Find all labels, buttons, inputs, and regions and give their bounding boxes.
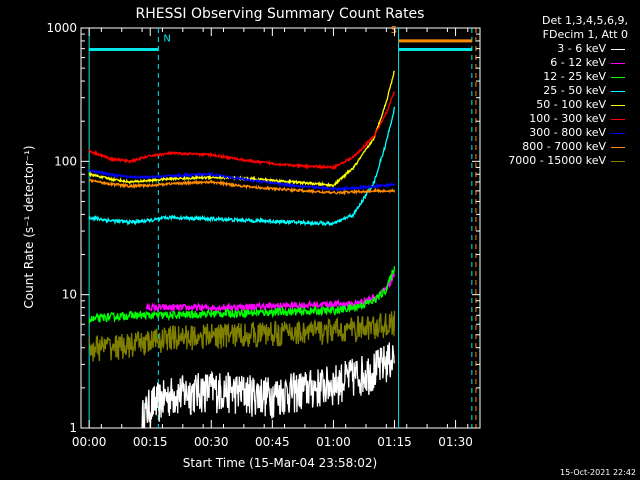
series-line [141, 342, 395, 429]
series-line [145, 270, 395, 314]
legend-header-line-2: FDecim 1, Att 0 [542, 28, 628, 41]
x-tick-label: 00:30 [194, 435, 229, 449]
plot-border [80, 27, 481, 429]
flag-label: N [163, 33, 170, 44]
legend-swatch [611, 77, 625, 78]
x-axis-label: Start Time (15-Mar-04 23:58:02) [183, 456, 377, 470]
series-line [88, 178, 396, 196]
legend-label: 7000 - 15000 keV [508, 154, 606, 167]
y-tick-label: 100 [54, 154, 77, 168]
legend-swatch [611, 91, 625, 92]
date-stamp: 15-Oct-2021 22:42 [560, 468, 636, 477]
y-tick-label: 1000 [46, 21, 77, 35]
flag-label: S [391, 25, 397, 36]
y-axis-label: Count Rate (s⁻¹ detector⁻¹) [22, 145, 36, 308]
x-tick-label: 01:15 [377, 435, 412, 449]
series-line [88, 169, 395, 193]
legend-entry: 800 - 7000 keV [490, 140, 628, 154]
legend-label: 6 - 12 keV [550, 56, 606, 69]
legend-entry: 7000 - 15000 keV [490, 154, 628, 168]
legend-label: 800 - 7000 keV [522, 140, 606, 153]
y-tick-label: 1 [69, 421, 77, 435]
legend-label: 12 - 25 keV [543, 70, 606, 83]
series-line [88, 266, 396, 324]
legend-swatch [611, 147, 625, 148]
legend-header-line-1: Det 1,3,4,5,6,9, [541, 14, 628, 27]
legend-swatch [611, 105, 625, 106]
x-tick-label: 00:45 [255, 435, 290, 449]
legend-entry: 25 - 50 keV [490, 84, 628, 98]
legend-swatch [611, 133, 625, 134]
series-line [88, 310, 396, 362]
x-tick-label: 00:15 [133, 435, 168, 449]
series-lines [88, 70, 396, 429]
x-tick-label: 01:30 [438, 435, 473, 449]
legend-entry: 12 - 25 keV [490, 70, 628, 84]
series-line [88, 106, 396, 227]
legend-entry: 6 - 12 keV [490, 56, 628, 70]
plot-frame [80, 27, 481, 429]
legend-swatch [611, 49, 625, 50]
y-tick-label: 10 [62, 288, 77, 302]
legend-label: 3 - 6 keV [557, 42, 606, 55]
observing-markers: NS [88, 25, 477, 428]
x-tick-label: 01:00 [316, 435, 351, 449]
axes: 1 10 100 1000 00:00 00:15 00:30 00:45 01:00 01:15… [46, 21, 480, 449]
legend-label: 300 - 800 keV [529, 126, 606, 139]
legend-entry: 300 - 800 keV [490, 126, 628, 140]
legend-entry: 50 - 100 keV [490, 98, 628, 112]
legend-swatch [611, 119, 625, 120]
legend-label: 25 - 50 keV [543, 84, 606, 97]
legend-swatch [611, 161, 625, 162]
chart-title: RHESSI Observing Summary Count Rates [136, 6, 425, 22]
legend-header: Det 1,3,4,5,6,9, FDecim 1, Att 0 [542, 14, 628, 42]
legend-entry: 100 - 300 keV [490, 112, 628, 126]
legend-swatch [611, 63, 625, 64]
legend-label: 100 - 300 keV [529, 112, 606, 125]
legend-entry: 3 - 6 keV [490, 42, 628, 56]
legend-label: 50 - 100 keV [536, 98, 606, 111]
series-line [88, 91, 396, 171]
x-tick-label: 00:00 [72, 435, 107, 449]
series-line [88, 70, 396, 188]
